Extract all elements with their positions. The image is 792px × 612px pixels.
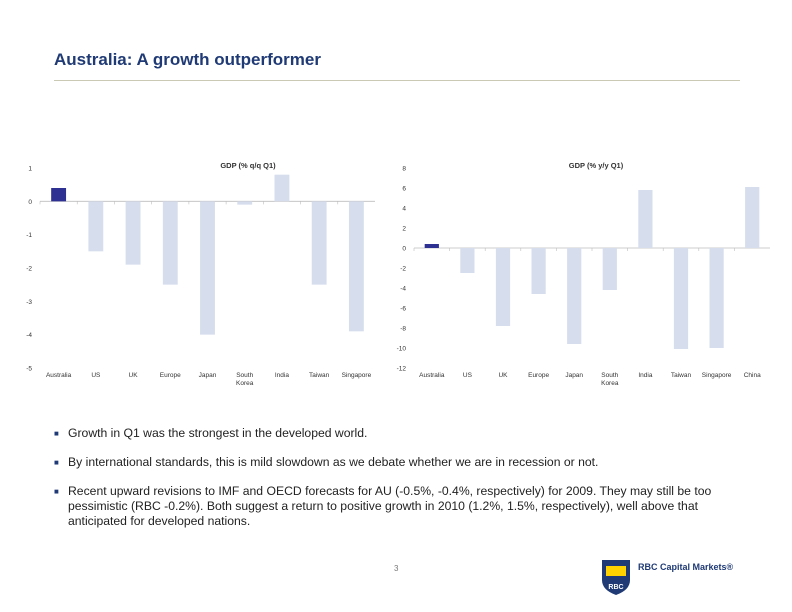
bullet-item: ■ By international standards, this is mi…: [54, 455, 734, 470]
page-number: 3: [394, 564, 399, 573]
logo-wordmark: RBC Capital Markets®: [638, 562, 734, 572]
bullet-item: ■ Recent upward revisions to IMF and OEC…: [54, 484, 734, 529]
x-tick-label: India: [275, 372, 289, 379]
bar-india: [638, 190, 653, 248]
x-tick-label: Japan: [565, 372, 583, 379]
x-tick-label: Singapore: [702, 372, 732, 379]
rbc-badge-text: RBC: [608, 584, 623, 591]
x-tick-label: South: [601, 372, 618, 379]
y-tick-label: -8: [400, 326, 406, 333]
x-tick-label: UK: [129, 372, 139, 379]
bar-europe: [162, 201, 178, 285]
x-tick-label: South: [236, 372, 253, 379]
y-tick-label: -6: [400, 306, 406, 313]
x-tick-label: Japan: [199, 372, 217, 379]
chart-title: GDP (% y/y Q1): [569, 161, 624, 170]
x-tick-label: Australia: [46, 372, 72, 379]
bar-uk: [495, 248, 511, 326]
y-tick-label: -4: [26, 332, 32, 339]
x-tick-label: China: [744, 372, 761, 379]
bullet-text: Recent upward revisions to IMF and OECD …: [68, 484, 712, 528]
bar-south-korea: [602, 248, 617, 290]
bar-japan: [200, 201, 215, 335]
x-tick-label: US: [463, 372, 473, 379]
y-tick-label: -2: [26, 266, 32, 273]
y-tick-label: -3: [26, 299, 32, 306]
bullet-item: ■ Growth in Q1 was the strongest in the …: [54, 426, 734, 441]
bar-us: [88, 201, 104, 252]
rbc-logo: RBC RBC Capital Markets®: [600, 558, 750, 598]
x-tick-label: Australia: [419, 372, 445, 379]
x-tick-label: India: [638, 372, 652, 379]
bar-south-korea: [237, 201, 253, 205]
x-tick-label: Taiwan: [309, 372, 330, 379]
y-tick-label: -12: [397, 366, 407, 373]
x-tick-label: Singapore: [342, 372, 372, 379]
y-tick-label: -5: [26, 366, 32, 373]
bullet-marker: ■: [54, 429, 59, 438]
y-tick-label: 0: [402, 246, 406, 253]
bar-australia: [424, 244, 439, 248]
x-tick-label: Europe: [528, 372, 549, 379]
bullet-marker: ■: [54, 458, 59, 467]
x-tick-label: Europe: [160, 372, 181, 379]
bar-us: [460, 248, 475, 273]
bar-australia: [51, 188, 67, 202]
y-tick-label: 4: [402, 206, 406, 213]
y-tick-label: -2: [400, 266, 406, 273]
y-tick-label: 2: [402, 226, 406, 233]
bar-india: [274, 174, 290, 202]
x-tick-label: Korea: [601, 380, 619, 387]
bar-taiwan: [311, 201, 327, 285]
y-tick-label: 0: [28, 199, 32, 206]
x-tick-label: Korea: [236, 380, 254, 387]
y-tick-label: 1: [28, 166, 32, 173]
x-tick-label: Taiwan: [671, 372, 692, 379]
x-tick-label: US: [91, 372, 101, 379]
y-tick-label: -4: [400, 286, 406, 293]
gdp-yoy-chart: GDP (% y/y Q1) 8 6 4 2 0 -2 -4 -6 -8 -10 -12 Austral…: [397, 161, 770, 387]
bar-singapore: [348, 201, 364, 332]
y-tick-label: 6: [402, 186, 406, 193]
bullet-marker: ■: [54, 487, 59, 496]
bar-china: [745, 187, 760, 248]
y-tick-label: 8: [402, 166, 406, 173]
bar-singapore: [709, 248, 724, 348]
bullet-list: ■ Growth in Q1 was the strongest in the …: [54, 426, 734, 543]
bullet-text: By international standards, this is mild…: [68, 455, 599, 469]
page-title: Australia: A growth outperformer: [54, 50, 321, 69]
bar-taiwan: [673, 248, 689, 349]
rbc-shield-icon: RBC: [602, 560, 630, 595]
y-tick-label: -10: [397, 346, 407, 353]
gdp-qoq-chart: GDP (% q/q Q1) 1 0 -1 -2 -3 -4 -5 Australia US UK E…: [26, 161, 375, 387]
bar-uk: [125, 201, 141, 265]
chart-title: GDP (% q/q Q1): [220, 161, 276, 170]
bar-europe: [531, 248, 546, 294]
bar-japan: [567, 248, 582, 344]
bullet-text: Growth in Q1 was the strongest in the de…: [68, 426, 368, 440]
y-tick-label: -1: [26, 232, 32, 239]
title-divider: [54, 80, 740, 81]
x-tick-label: UK: [498, 372, 508, 379]
